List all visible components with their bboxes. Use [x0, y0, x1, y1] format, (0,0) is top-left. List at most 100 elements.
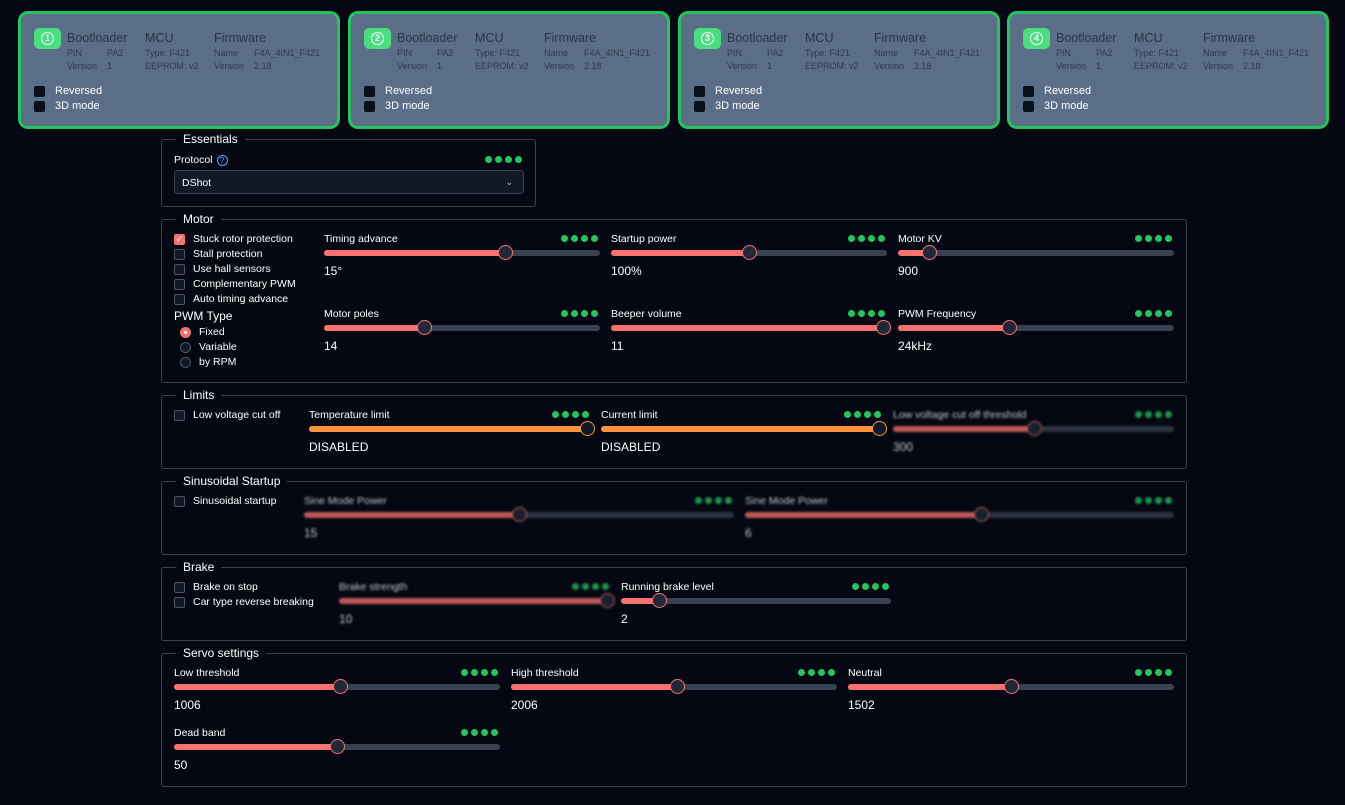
slider-thumb[interactable]	[333, 679, 349, 694]
slider-value: 6	[745, 526, 752, 540]
sync-dots	[848, 310, 885, 317]
slider-thumb[interactable]	[1026, 421, 1042, 436]
slider-track[interactable]	[339, 593, 615, 608]
sync-dots	[1135, 235, 1172, 242]
car-type-reverse-checkbox[interactable]: Car type reverse breaking	[174, 596, 314, 608]
3d-mode-checkbox[interactable]: 3D mode	[34, 100, 100, 112]
motor-checkbox[interactable]: ✓ Stuck rotor protection	[174, 233, 293, 245]
bootloader-version: 1	[1096, 61, 1102, 71]
pin-label: PIN	[727, 48, 743, 58]
slider-thumb[interactable]	[973, 507, 989, 522]
slider-thumb[interactable]	[921, 245, 937, 260]
pwm-type-radio[interactable]: by RPM	[180, 356, 236, 368]
slider-track[interactable]	[898, 245, 1174, 260]
slider-track[interactable]	[611, 320, 891, 335]
slider-thumb[interactable]	[876, 320, 891, 335]
help-icon[interactable]: ?	[216, 154, 228, 166]
motor-checkbox[interactable]: Use hall sensors	[174, 263, 271, 275]
slider-value: 2	[621, 612, 628, 626]
slider-value: 1502	[848, 698, 875, 712]
slider-track[interactable]	[304, 507, 734, 522]
brake-on-stop-checkbox[interactable]: Brake on stop	[174, 581, 258, 593]
firmware-name-label: Name	[874, 48, 899, 58]
slider-track[interactable]	[324, 320, 600, 335]
slider-fill	[621, 598, 657, 604]
pwm-type-radio[interactable]: Variable	[180, 341, 237, 353]
slider-thumb[interactable]	[497, 245, 513, 260]
slider-track[interactable]	[511, 679, 837, 694]
mcu-type: Type: F421	[1134, 48, 1180, 58]
sinusoidal-startup-checkbox[interactable]: Sinusoidal startup	[174, 495, 276, 507]
firmware-version: 2.18	[914, 61, 932, 71]
mcu-eeprom: EEPROM: v2	[805, 61, 859, 71]
sync-dots	[848, 235, 885, 242]
slider-thumb[interactable]	[580, 421, 595, 436]
slider-fill	[324, 250, 507, 256]
slider-fill	[304, 512, 519, 518]
pin-value: PA2	[107, 48, 124, 58]
pin-label: PIN	[1056, 48, 1072, 58]
bootloader-version-label: Version	[397, 61, 428, 71]
reversed-checkbox[interactable]: Reversed	[694, 85, 762, 97]
slider-track[interactable]	[893, 421, 1174, 436]
slider-fill	[601, 426, 883, 432]
slider-track[interactable]	[174, 739, 500, 754]
firmware-title: Firmware	[1203, 31, 1256, 45]
slider-value: 2006	[511, 698, 538, 712]
slider-track[interactable]	[745, 507, 1174, 522]
pwm-type-radio[interactable]: Fixed	[180, 326, 225, 338]
slider-fill	[174, 744, 337, 750]
slider-track[interactable]	[309, 421, 595, 436]
slider-track[interactable]	[601, 421, 887, 436]
firmware-version: 2.18	[584, 61, 602, 71]
sync-dots	[1135, 310, 1172, 317]
motor-checkbox[interactable]: Stall protection	[174, 248, 262, 260]
slider-track[interactable]	[611, 245, 887, 260]
bootloader-version-label: Version	[67, 61, 98, 71]
sync-dots	[572, 583, 609, 590]
slider-track[interactable]	[848, 679, 1174, 694]
slider-thumb[interactable]	[872, 421, 887, 436]
slider-thumb[interactable]	[670, 679, 686, 694]
slider-label: Brake strength	[339, 581, 408, 593]
motor-checkbox[interactable]: Auto timing advance	[174, 293, 288, 305]
bootloader-version: 1	[437, 61, 443, 71]
slider-label: Sine Mode Power	[745, 495, 828, 507]
slider-value: 10	[339, 612, 353, 626]
protocol-select[interactable]: DShot ⌄	[174, 170, 524, 194]
limits-section: Limits Low voltage cut off Temperature l…	[161, 388, 1187, 469]
slider-thumb[interactable]	[1004, 679, 1019, 694]
slider-track[interactable]	[174, 679, 500, 694]
slider-thumb[interactable]	[1002, 320, 1018, 335]
slider-thumb[interactable]	[512, 507, 527, 522]
3d-mode-checkbox[interactable]: 3D mode	[694, 100, 760, 112]
firmware-version-label: Version	[544, 61, 575, 71]
3d-mode-checkbox[interactable]: 3D mode	[1023, 100, 1089, 112]
esc-number-badge: 3	[694, 28, 721, 49]
slider-value: 900	[898, 264, 919, 278]
slider-thumb[interactable]	[330, 739, 345, 754]
mcu-eeprom: EEPROM: v2	[1134, 61, 1188, 71]
reversed-checkbox[interactable]: Reversed	[34, 85, 102, 97]
slider-value: 24kHz	[898, 339, 933, 353]
reversed-checkbox[interactable]: Reversed	[1023, 85, 1091, 97]
low-voltage-cutoff-checkbox[interactable]: Low voltage cut off	[174, 409, 280, 421]
sync-dots	[461, 729, 498, 736]
slider-thumb[interactable]	[600, 593, 615, 608]
3d-mode-checkbox[interactable]: 3D mode	[364, 100, 430, 112]
slider-track[interactable]	[898, 320, 1174, 335]
protocol-label: Protocol?	[174, 154, 228, 166]
slider-thumb[interactable]	[652, 593, 668, 608]
slider-thumb[interactable]	[742, 245, 757, 260]
pin-label: PIN	[67, 48, 83, 58]
slider-thumb[interactable]	[417, 320, 433, 335]
sync-dots	[561, 235, 598, 242]
motor-checkbox[interactable]: Complementary PWM	[174, 278, 296, 290]
firmware-name-label: Name	[214, 48, 239, 58]
reversed-checkbox[interactable]: Reversed	[364, 85, 432, 97]
slider-track[interactable]	[621, 593, 891, 608]
slider-track[interactable]	[324, 245, 600, 260]
sync-dots	[852, 583, 889, 590]
mcu-title: MCU	[1134, 31, 1163, 45]
